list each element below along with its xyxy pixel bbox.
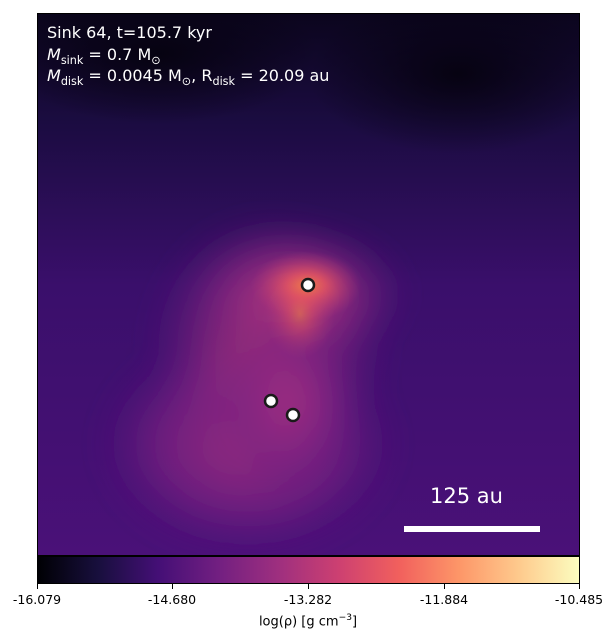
colorbar-tick-label: -10.485 (554, 592, 604, 607)
colorbar-tick-label: -16.079 (12, 592, 62, 607)
sink-secondary-b (285, 407, 301, 423)
density-map-panel: Sink 64, t=105.7 kyr Msink = 0.7 M⊙ Mdis… (37, 13, 580, 556)
scalebar-label: 125 au (430, 484, 503, 508)
colorbar-tick (444, 584, 445, 589)
disk-radius-subscript: disk (212, 75, 235, 89)
colorbar-label-close: ] (351, 614, 358, 630)
solar-symbol: ⊙ (181, 75, 192, 89)
sink-secondary-a (263, 393, 279, 409)
sink-marker-icon (300, 277, 316, 293)
colorbar-tick (172, 584, 173, 589)
disk-mass-value: = 0.0045 M (83, 66, 182, 85)
disk-mass-symbol: M (47, 66, 61, 85)
disk-mass-subscript: disk (60, 75, 84, 89)
sink-mass-subscript: sink (60, 54, 84, 68)
colorbar-label-exponent: −3 (338, 613, 352, 623)
colorbar-tick (37, 584, 38, 589)
colorbar-tick (308, 584, 309, 589)
sink-marker-icon (263, 393, 279, 409)
sink-mass-symbol: M (47, 45, 61, 64)
colorbar (37, 556, 580, 584)
disk-radius-value: = 20.09 au (235, 66, 330, 85)
disk-radius-symbol: , R (191, 66, 213, 85)
sink-info-line: Sink 64, t=105.7 kyr (47, 22, 212, 43)
colorbar-label: log(ρ) [g cm−3] (259, 613, 357, 629)
sink-mass-line: Msink = 0.7 M⊙ (47, 44, 161, 71)
colorbar-tick (579, 584, 580, 589)
disk-info-line: Mdisk = 0.0045 M⊙, Rdisk = 20.09 au (47, 65, 329, 92)
sink-id-time: Sink 64, t=105.7 kyr (47, 23, 212, 42)
colorbar-tick-label: -14.680 (147, 592, 197, 607)
sink-mass-value: = 0.7 M (83, 45, 152, 64)
density-map (38, 14, 579, 555)
solar-symbol: ⊙ (151, 54, 161, 68)
sink-main (300, 277, 316, 293)
sink-marker-icon (285, 407, 301, 423)
colorbar-label-text: log(ρ) [g cm (258, 614, 339, 630)
scalebar (404, 526, 540, 532)
colorbar-tick-label: -11.884 (419, 592, 469, 607)
colorbar-tick-label: -13.282 (283, 592, 333, 607)
